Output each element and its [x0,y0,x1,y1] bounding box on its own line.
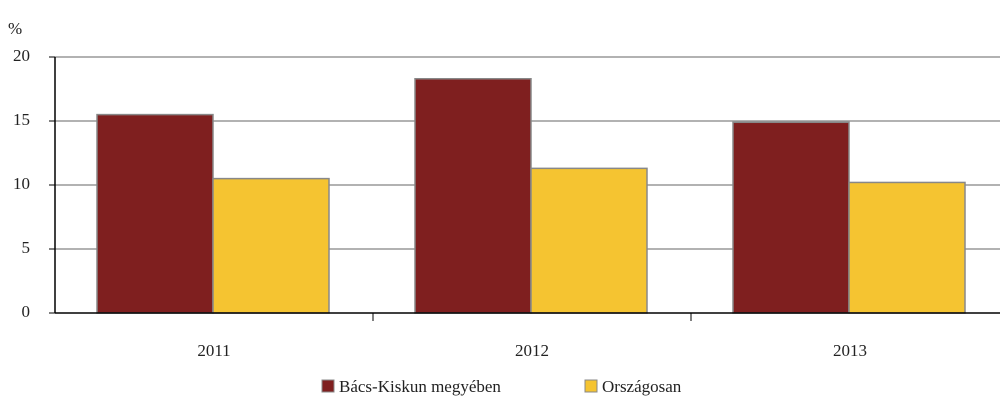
legend-label: Országosan [602,377,682,396]
legend-label: Bács-Kiskun megyében [339,377,501,396]
x-tick-label: 2013 [833,341,867,360]
legend-swatch [321,379,335,393]
y-tick-label: 10 [13,174,30,193]
bar [848,181,966,314]
bar [732,121,850,314]
legend-swatch [584,379,598,393]
bar [414,78,532,314]
x-tick-label: 2012 [515,341,549,360]
x-tick-label: 2011 [197,341,230,360]
bar [96,113,214,314]
y-tick-label: 20 [13,46,30,65]
bar [212,177,330,314]
y-tick-label: 0 [22,302,31,321]
bar [530,167,648,314]
y-tick-label: 5 [22,238,31,257]
y-tick-label: 15 [13,110,30,129]
y-axis-label: % [8,19,22,38]
